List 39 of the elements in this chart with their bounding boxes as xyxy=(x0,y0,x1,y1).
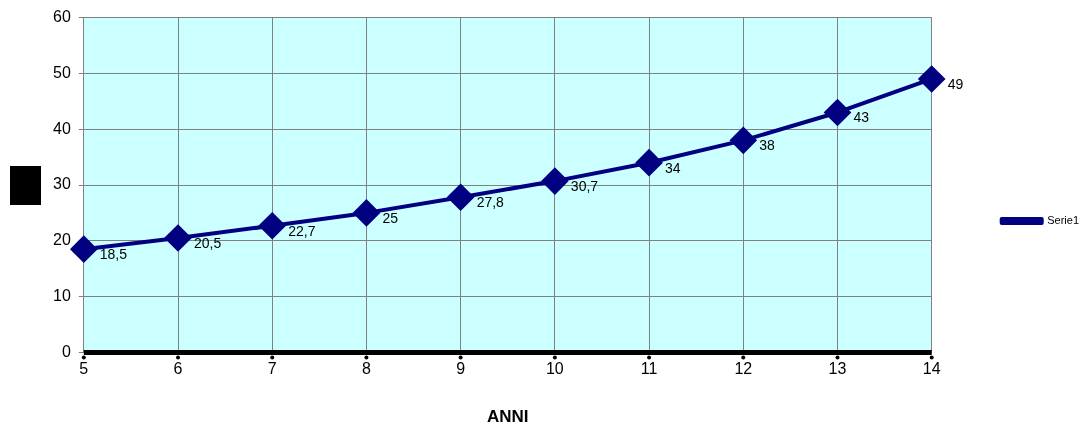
point xyxy=(730,127,757,154)
y-tick-label: 0 xyxy=(61,342,71,360)
y-tick-label: 40 xyxy=(53,119,71,137)
x-tick-label: 12 xyxy=(734,360,753,378)
y-tick-label: 50 xyxy=(53,63,71,81)
data-label: 27,8 xyxy=(476,194,505,211)
point xyxy=(541,168,568,195)
x-axis-title: ANNI xyxy=(486,407,529,427)
data-label: 43 xyxy=(853,109,870,126)
legend-label: Serie1 xyxy=(1047,214,1079,227)
y-tick-label: 20 xyxy=(53,231,71,249)
point xyxy=(447,184,474,211)
x-tick-label: 5 xyxy=(79,360,89,378)
y-tick-label: 30 xyxy=(53,175,71,193)
x-tick-label: 13 xyxy=(828,360,847,378)
y-tick-label: 60 xyxy=(53,8,71,26)
point xyxy=(918,65,945,92)
data-label: 34 xyxy=(665,159,681,176)
point xyxy=(165,225,192,252)
x-tick-label: 10 xyxy=(545,360,564,378)
x-tick-label: 7 xyxy=(267,360,277,378)
x-tick-label: 8 xyxy=(361,360,371,378)
y-tick-label: 10 xyxy=(53,287,71,305)
data-label: 20,5 xyxy=(194,234,222,251)
point xyxy=(259,212,286,239)
x-tick-label: 14 xyxy=(922,360,941,378)
point xyxy=(636,149,663,176)
data-label: 49 xyxy=(947,75,964,92)
x-tick-label: 6 xyxy=(173,360,183,378)
point xyxy=(70,236,97,263)
point xyxy=(824,99,851,126)
x-tick-label: 9 xyxy=(456,360,466,378)
point xyxy=(353,199,380,226)
data-label: 18,5 xyxy=(99,246,128,263)
data-label: 38 xyxy=(759,137,776,154)
data-label: 30,7 xyxy=(570,177,599,194)
x-tick-label: 11 xyxy=(640,360,658,378)
data-label: 22,7 xyxy=(288,222,316,239)
data-label: 25 xyxy=(382,209,399,226)
